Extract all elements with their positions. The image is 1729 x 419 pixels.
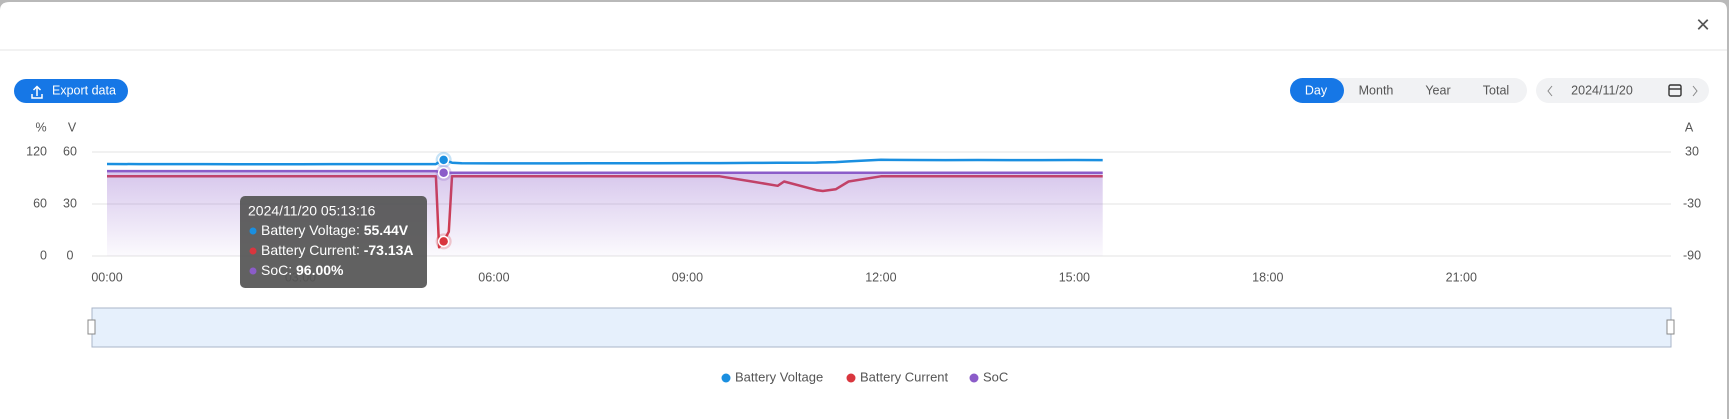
axis-label: V: [68, 120, 77, 134]
close-button[interactable]: ×: [1696, 11, 1710, 38]
y2-tick-label: -90: [1683, 248, 1701, 262]
tooltip-dot: [249, 227, 257, 235]
y-tick-label: 60: [63, 144, 77, 158]
axis-label: %: [35, 120, 46, 134]
legend-label[interactable]: Battery Current: [860, 369, 949, 384]
tab-group: [1290, 78, 1527, 103]
tooltip-value: 55.44V: [364, 222, 409, 238]
tooltip-value: -73.13A: [364, 242, 414, 258]
zoom-slider[interactable]: [91, 307, 1672, 348]
axis-label: A: [1685, 120, 1694, 134]
date-label[interactable]: 2024/11/20: [1571, 83, 1633, 97]
x-tick-label: 21:00: [1446, 270, 1477, 284]
tab[interactable]: Year: [1425, 83, 1450, 97]
tab[interactable]: Total: [1483, 83, 1509, 97]
legend-label[interactable]: Battery Voltage: [735, 369, 823, 384]
y3-tick-label: 120: [26, 144, 47, 158]
tooltip-item: Battery Voltage: 55.44V: [261, 222, 409, 238]
tooltip-name: Battery Voltage: [261, 222, 356, 238]
series-line: [106, 158, 1103, 166]
tooltip-item: Battery Current: -73.13A: [261, 242, 414, 258]
tab[interactable]: Month: [1359, 83, 1394, 97]
tab[interactable]: Day: [1305, 83, 1328, 97]
legend-label[interactable]: SoC: [983, 369, 1008, 384]
zoom-handle-right[interactable]: [1666, 319, 1675, 335]
zoom-handle-left[interactable]: [87, 319, 96, 335]
series-line: [107, 169, 1103, 175]
tooltip-box: [240, 196, 427, 288]
legend-marker[interactable]: [969, 373, 979, 383]
y3-tick-label: 60: [33, 196, 47, 210]
x-tick-label: 18:00: [1252, 270, 1283, 284]
legend-marker[interactable]: [721, 373, 731, 383]
tooltip-dot: [249, 267, 257, 275]
tooltip-title: 2024/11/20 05:13:16: [248, 203, 376, 219]
tooltip-name: Battery Current: [261, 242, 356, 258]
x-tick-label: 15:00: [1059, 270, 1090, 284]
date-nav: [1536, 78, 1709, 103]
y-tick-label: 0: [67, 248, 74, 262]
y-tick-label: 30: [63, 196, 77, 210]
next-date[interactable]: [1692, 85, 1698, 97]
hover-point: [437, 235, 450, 248]
tooltip-name: SoC: [261, 262, 288, 278]
tooltip-value: 96.00%: [296, 262, 344, 278]
tooltip-item: SoC: 96.00%: [261, 262, 344, 278]
y2-tick-label: 30: [1685, 144, 1699, 158]
legend-marker[interactable]: [846, 373, 856, 383]
y3-tick-label: 0: [40, 248, 47, 262]
export-icon: [31, 85, 43, 99]
x-tick-label: 09:00: [672, 270, 703, 284]
calendar-body: [1668, 84, 1682, 97]
x-tick-label: 00:00: [91, 270, 122, 284]
hover-point: [437, 167, 450, 179]
y2-tick-label: -30: [1683, 196, 1701, 210]
tab-active-bg: [1290, 78, 1344, 103]
prev-date[interactable]: [1547, 85, 1553, 97]
export-label: Export data: [52, 83, 116, 97]
export-button[interactable]: Export data: [14, 79, 128, 103]
calendar-icon[interactable]: [1668, 84, 1682, 97]
hover-point: [437, 154, 450, 166]
x-tick-label: 12:00: [865, 270, 896, 284]
tooltip-dot: [249, 247, 257, 255]
x-tick-label: 06:00: [478, 270, 509, 284]
